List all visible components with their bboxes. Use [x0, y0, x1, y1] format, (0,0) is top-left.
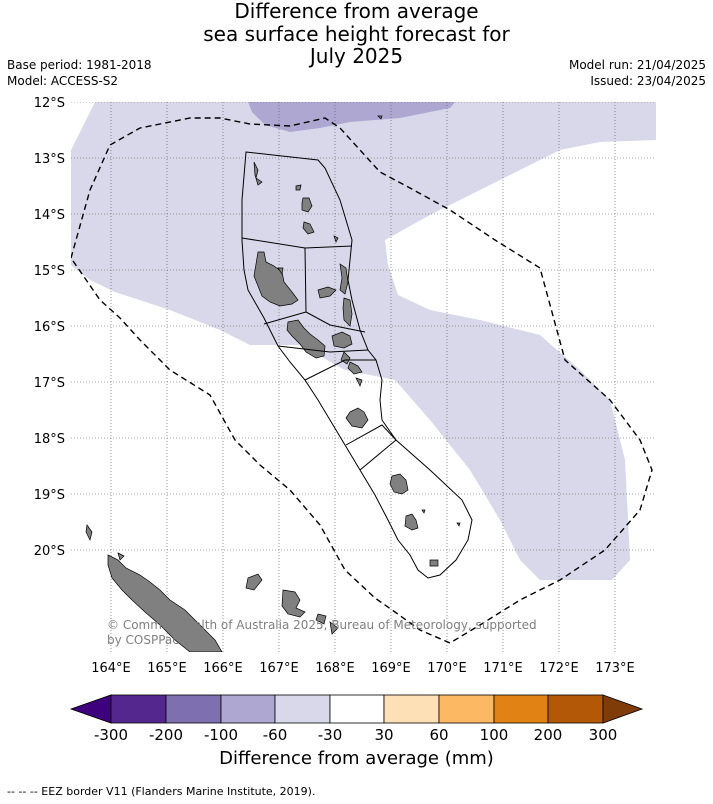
lon-label: 173°E	[595, 661, 635, 676]
colorbar-tick: -200	[149, 726, 183, 744]
title-line-3: July 2025	[309, 44, 404, 68]
colorbar-label: Difference from average (mm)	[219, 748, 494, 769]
colorbar-tick: 200	[534, 726, 563, 744]
model-run: Model run: 21/04/2025	[568, 58, 706, 72]
anomaly-region-light	[71, 102, 656, 580]
title-line-2: sea surface height forecast for	[203, 21, 510, 46]
lat-label: 17°S	[34, 376, 65, 391]
lat-label: 14°S	[34, 208, 65, 223]
lon-label: 168°E	[315, 661, 355, 676]
map-panel: © Commonwealth of Australia 2025, Bureau…	[71, 102, 656, 652]
lon-label: 166°E	[203, 661, 243, 676]
model-name: Model: ACCESS-S2	[7, 74, 119, 88]
copyright-line-1: © Commonwealth of Australia 2025, Bureau…	[107, 618, 537, 632]
colorbar-swatch	[383, 694, 440, 724]
colorbar-extend-high	[602, 694, 644, 724]
meta-left: Base period: 1981-2018 Model: ACCESS-S2	[7, 57, 152, 89]
lat-label: 18°S	[34, 432, 65, 447]
issued-date: Issued: 23/04/2025	[590, 74, 706, 88]
colorbar-swatch	[274, 694, 331, 724]
colorbar-swatch	[220, 694, 276, 724]
chart-title: Difference from average sea surface heig…	[0, 0, 713, 68]
colorbar-swatch	[329, 694, 385, 724]
colorbar-swatch	[547, 694, 604, 724]
land-new-caledonia	[85, 524, 339, 652]
colorbar-tick: 300	[589, 726, 618, 744]
lon-label: 165°E	[147, 661, 187, 676]
latitude-labels: 12°S 13°S 14°S 15°S 16°S 17°S 18°S 19°S …	[34, 96, 65, 559]
colorbar-tick: 100	[480, 726, 509, 744]
lon-label: 170°E	[427, 661, 467, 676]
colorbar-extend-low	[69, 694, 112, 724]
lat-label: 16°S	[34, 320, 65, 335]
longitude-labels: 164°E 165°E 166°E 167°E 168°E 169°E 170°…	[91, 661, 635, 676]
lon-label: 169°E	[371, 661, 411, 676]
colorbar-tick: -300	[94, 726, 128, 744]
base-period: Base period: 1981-2018	[7, 58, 152, 72]
title-line-1: Difference from average	[234, 0, 479, 23]
colorbar-tick: -100	[204, 726, 238, 744]
eez-footnote: -- -- -- EEZ border V11 (Flanders Marine…	[7, 785, 316, 798]
colorbar-swatch	[110, 694, 167, 724]
anomaly-region-medium	[248, 102, 455, 132]
lon-label: 167°E	[259, 661, 299, 676]
meta-right: Model run: 21/04/2025 Issued: 23/04/2025	[569, 57, 706, 89]
lat-label: 20°S	[34, 544, 65, 559]
lat-label: 19°S	[34, 488, 65, 503]
colorbar: -300 -200 -100 -60 -30 30 60 100 200 300	[69, 694, 644, 744]
lat-label: 12°S	[34, 96, 65, 111]
province-boundaries	[241, 151, 473, 579]
land-vanuatu	[253, 115, 461, 567]
lat-label: 13°S	[34, 152, 65, 167]
colorbar-tick: -30	[318, 726, 343, 744]
lat-label: 15°S	[34, 264, 65, 279]
copyright-line-2: by COSPPac	[107, 633, 179, 647]
colorbar-swatch	[438, 694, 495, 724]
colorbar-swatch	[493, 694, 549, 724]
lon-label: 164°E	[91, 661, 131, 676]
eez-border	[71, 117, 653, 644]
colorbar-tick: 60	[429, 726, 448, 744]
colorbar-tick: -60	[263, 726, 288, 744]
colorbar-swatch	[165, 694, 222, 724]
lon-label: 172°E	[539, 661, 579, 676]
colorbar-tick: 30	[374, 726, 393, 744]
lon-label: 171°E	[483, 661, 523, 676]
